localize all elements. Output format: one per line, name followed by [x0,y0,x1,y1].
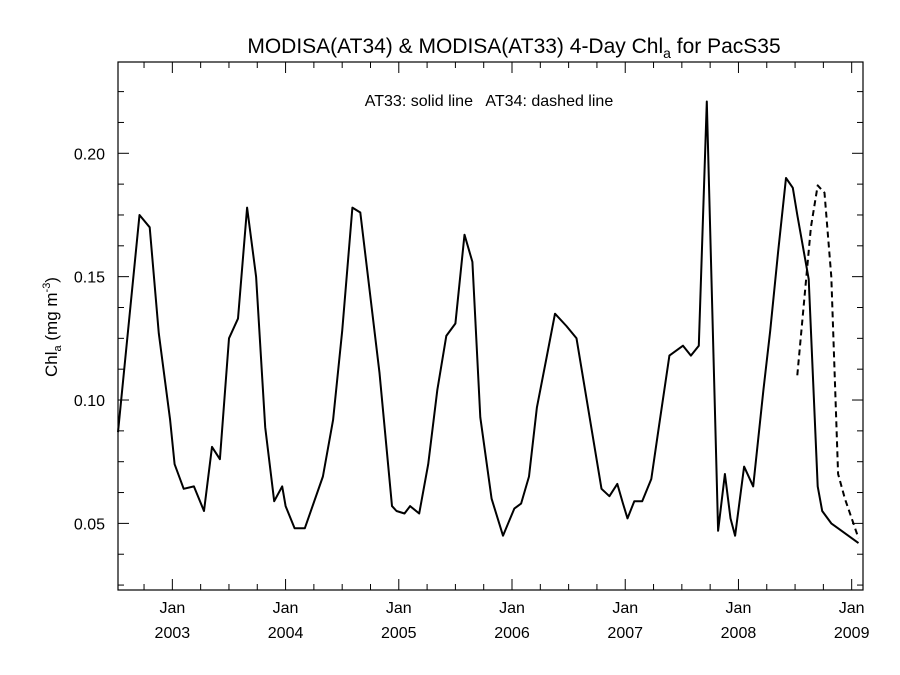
y-tick-label: 0.15 [74,270,105,287]
tick-labels: 0.05 0.10 0.15 0.20 Jan 2003 Jan 2004 Jan 2005 Jan… [74,146,870,642]
x-tick-year-label: 2008 [721,625,757,642]
chart-title-subscript: a [663,45,671,61]
series-line-at33 [117,100,860,544]
x-tick-year-label: 2005 [381,625,417,642]
y-axis-label-subscript: a [52,344,64,351]
y-axis-label: Chla (mg m-3) [41,277,64,377]
chart-annotation: AT33: solid line AT34: dashed line [365,93,614,110]
x-tick-month-label: Jan [386,600,412,617]
y-axis-label-main: Chl [42,351,61,377]
y-axis-label-unit: (mg m [42,292,61,345]
x-tick-year-label: 2007 [607,625,643,642]
axis-ticks [118,62,863,590]
x-tick-month-label: Jan [273,600,299,617]
y-tick-label: 0.05 [74,516,105,533]
plot-frame [117,61,864,591]
x-tick-month-label: Jan [499,600,525,617]
x-tick-month-label: Jan [726,600,752,617]
x-tick-month-label: Jan [839,600,865,617]
chart-title-tail: for PacS35 [671,35,781,58]
series-line-at34 [796,184,860,539]
y-axis-label-superscript: -3 [41,283,53,293]
y-axis-label-close: ) [42,277,61,283]
x-tick-month-label: Jan [612,600,638,617]
x-tick-month-label: Jan [159,600,185,617]
x-tick-year-label: 2004 [268,625,304,642]
series-lines [117,100,860,544]
y-tick-label: 0.20 [74,146,105,163]
chart-title: MODISA(AT34) & MODISA(AT33) 4-Day Chla f… [247,35,780,61]
x-tick-year-label: 2006 [494,625,530,642]
y-tick-label: 0.10 [74,393,105,410]
x-tick-year-label: 2009 [834,625,870,642]
x-tick-year-label: 2003 [155,625,191,642]
chart-title-main: MODISA(AT34) & MODISA(AT33) 4-Day Chl [247,35,663,58]
